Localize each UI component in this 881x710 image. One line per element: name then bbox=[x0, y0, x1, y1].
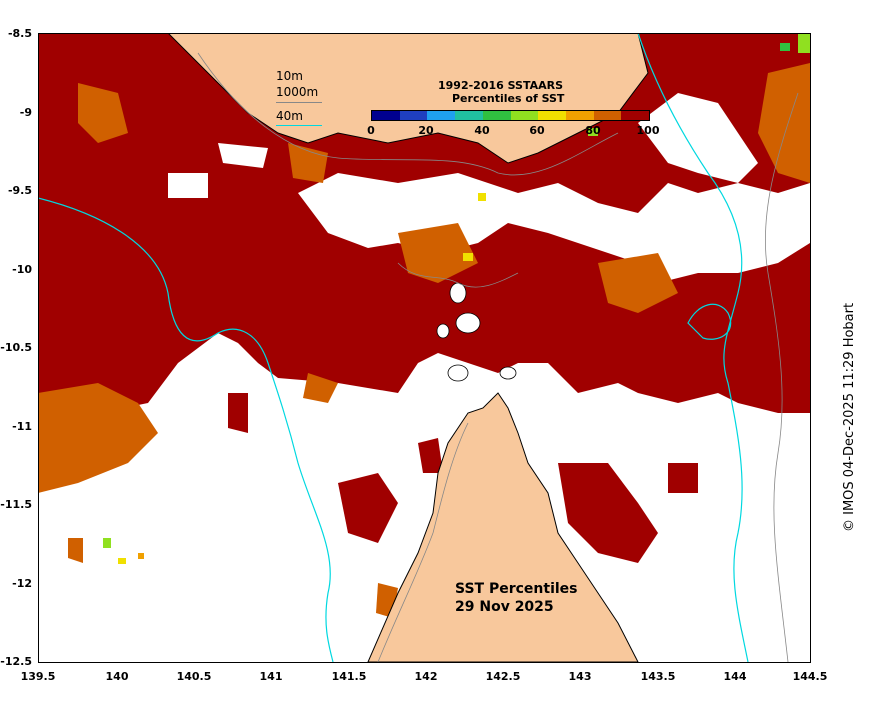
x-tick: 144 bbox=[723, 670, 747, 683]
y-tick: -10 bbox=[12, 263, 32, 276]
colorbar-tick: 60 bbox=[529, 124, 545, 137]
colorbar-swatch bbox=[538, 111, 566, 120]
x-tick: 140.5 bbox=[176, 670, 212, 683]
isolated-warm-patches bbox=[228, 393, 698, 563]
colorbar-tick: 20 bbox=[418, 124, 434, 137]
torres-strait-islands bbox=[436, 282, 517, 382]
cape-york-landmass bbox=[367, 392, 639, 662]
colorbar-swatch bbox=[455, 111, 483, 120]
legend-line-40m bbox=[276, 125, 322, 126]
map-canvas bbox=[38, 33, 810, 662]
x-tick: 143.5 bbox=[640, 670, 676, 683]
colorbar-swatch bbox=[510, 111, 539, 120]
x-tick: 142 bbox=[414, 670, 438, 683]
x-tick: 142.5 bbox=[485, 670, 521, 683]
legend-label-40m: 40m bbox=[276, 109, 303, 123]
map-title-date: 29 Nov 2025 bbox=[455, 599, 554, 615]
low-percentile-specks bbox=[103, 33, 810, 564]
x-tick: 144.5 bbox=[792, 670, 828, 683]
colorbar-tick: 40 bbox=[474, 124, 490, 137]
colorbar-swatch bbox=[621, 111, 650, 120]
y-tick: -12 bbox=[12, 577, 32, 590]
map-title-line1: SST Percentiles bbox=[455, 581, 578, 597]
colorbar-tick: 100 bbox=[636, 124, 660, 137]
legend-label-10m: 10m bbox=[276, 69, 303, 83]
contour-40m bbox=[38, 33, 749, 662]
moderate-anomaly-patches bbox=[38, 63, 810, 618]
colorbar-swatch bbox=[565, 111, 594, 120]
x-tick: 143 bbox=[568, 670, 592, 683]
colorbar-tick: 0 bbox=[367, 124, 375, 137]
y-tick: -8.5 bbox=[7, 27, 32, 40]
y-tick: -9.5 bbox=[7, 184, 32, 197]
colorbar-title: 1992-2016 SSTAARS bbox=[438, 79, 564, 92]
y-tick: -9 bbox=[19, 106, 32, 119]
colorbar-swatch bbox=[482, 111, 511, 120]
y-tick: -12.5 bbox=[0, 655, 32, 668]
colorbar-swatch bbox=[593, 111, 622, 120]
percentile-colorbar: 1992-2016 SSTAARS Percentiles of SST 0 2… bbox=[362, 79, 662, 139]
imos-credit: © IMOS 04-Dec-2025 11:29 Hobart bbox=[842, 302, 857, 532]
y-tick: -11.5 bbox=[0, 498, 32, 511]
colorbar-tick: 80 bbox=[585, 124, 601, 137]
sst-map: 10m 1000m 40m 1992-2016 SSTAARS Percenti… bbox=[38, 33, 810, 662]
y-tick: -11 bbox=[12, 420, 32, 433]
colorbar-subtitle: Percentiles of SST bbox=[452, 92, 565, 105]
colorbar-swatch bbox=[372, 111, 400, 120]
y-tick: -10.5 bbox=[0, 341, 32, 354]
contour-10m bbox=[197, 52, 799, 662]
colorbar-swatches bbox=[371, 110, 650, 121]
x-tick: 141.5 bbox=[331, 670, 367, 683]
map-title: SST Percentiles 29 Nov 2025 bbox=[455, 580, 578, 616]
colorbar-swatch bbox=[399, 111, 428, 120]
x-tick: 140 bbox=[105, 670, 129, 683]
colorbar-swatch bbox=[427, 111, 456, 120]
x-tick: 141 bbox=[259, 670, 283, 683]
legend-label-1000m: 1000m bbox=[276, 85, 319, 99]
legend-line-1000m bbox=[276, 102, 322, 103]
x-tick: 139.5 bbox=[20, 670, 56, 683]
